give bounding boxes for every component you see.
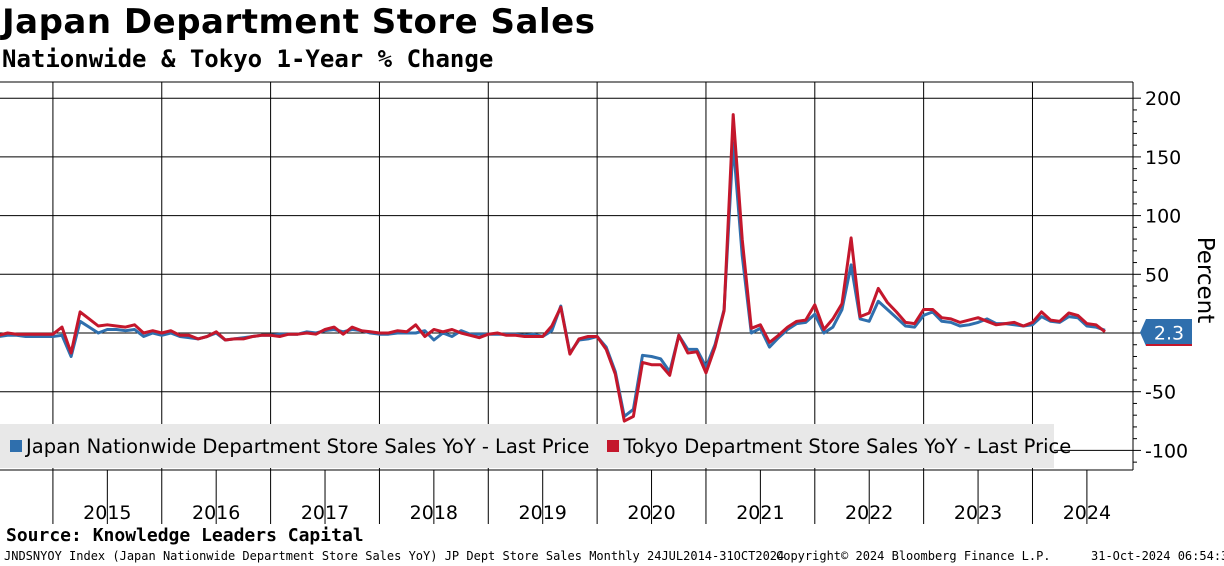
legend-item-tokyo: Tokyo Department Store Sales YoY - Last … xyxy=(607,435,1071,458)
x-tick-label: 2020 xyxy=(627,502,675,524)
series-line-tokyo xyxy=(0,113,1106,423)
x-tick-label: 2022 xyxy=(845,502,893,524)
chart-subtitle: Nationwide & Tokyo 1-Year % Change xyxy=(2,45,494,73)
y-tick-label: 150 xyxy=(1145,147,1181,169)
y-axis-label: Percent xyxy=(1192,237,1218,324)
last-value-label: 2.3 xyxy=(1154,323,1184,345)
timestamp: 31-Oct-2024 06:54:30 xyxy=(1091,549,1224,563)
copyright-note: Copyright© 2024 Bloomberg Finance L.P. xyxy=(776,549,1051,563)
legend-item-nationwide: Japan Nationwide Department Store Sales … xyxy=(10,435,589,458)
series-line-nationwide xyxy=(0,141,1106,418)
y-tick-label: -50 xyxy=(1145,382,1176,404)
x-tick-label: 2017 xyxy=(301,502,349,524)
y-tick-label: 200 xyxy=(1145,88,1181,110)
x-tick-label: 2016 xyxy=(192,502,240,524)
source-note: Source: Knowledge Leaders Capital xyxy=(6,525,364,546)
x-tick-label: 2018 xyxy=(410,502,458,524)
legend-swatch-nationwide xyxy=(10,440,22,452)
y-tick-label: 100 xyxy=(1145,206,1181,228)
x-tick-label: 2015 xyxy=(83,502,131,524)
last-value-tag: 2.3 xyxy=(1140,319,1192,346)
x-tick-label: 2023 xyxy=(954,502,1002,524)
ticker-description: JNDSNYOY Index (Japan Nationwide Departm… xyxy=(4,549,785,563)
legend-label-nationwide: Japan Nationwide Department Store Sales … xyxy=(26,434,590,458)
x-tick-label: 2019 xyxy=(519,502,567,524)
x-tick-label: 2024 xyxy=(1063,502,1111,524)
legend-label-tokyo: Tokyo Department Store Sales YoY - Last … xyxy=(623,434,1072,458)
x-tick-label: 2021 xyxy=(736,502,784,524)
y-tick-label: -100 xyxy=(1145,440,1188,462)
legend-swatch-tokyo xyxy=(607,440,620,452)
y-tick-label: 50 xyxy=(1145,264,1169,286)
chart-title: Japan Department Store Sales xyxy=(2,2,596,42)
legend: Japan Nationwide Department Store Sales … xyxy=(0,424,1071,468)
